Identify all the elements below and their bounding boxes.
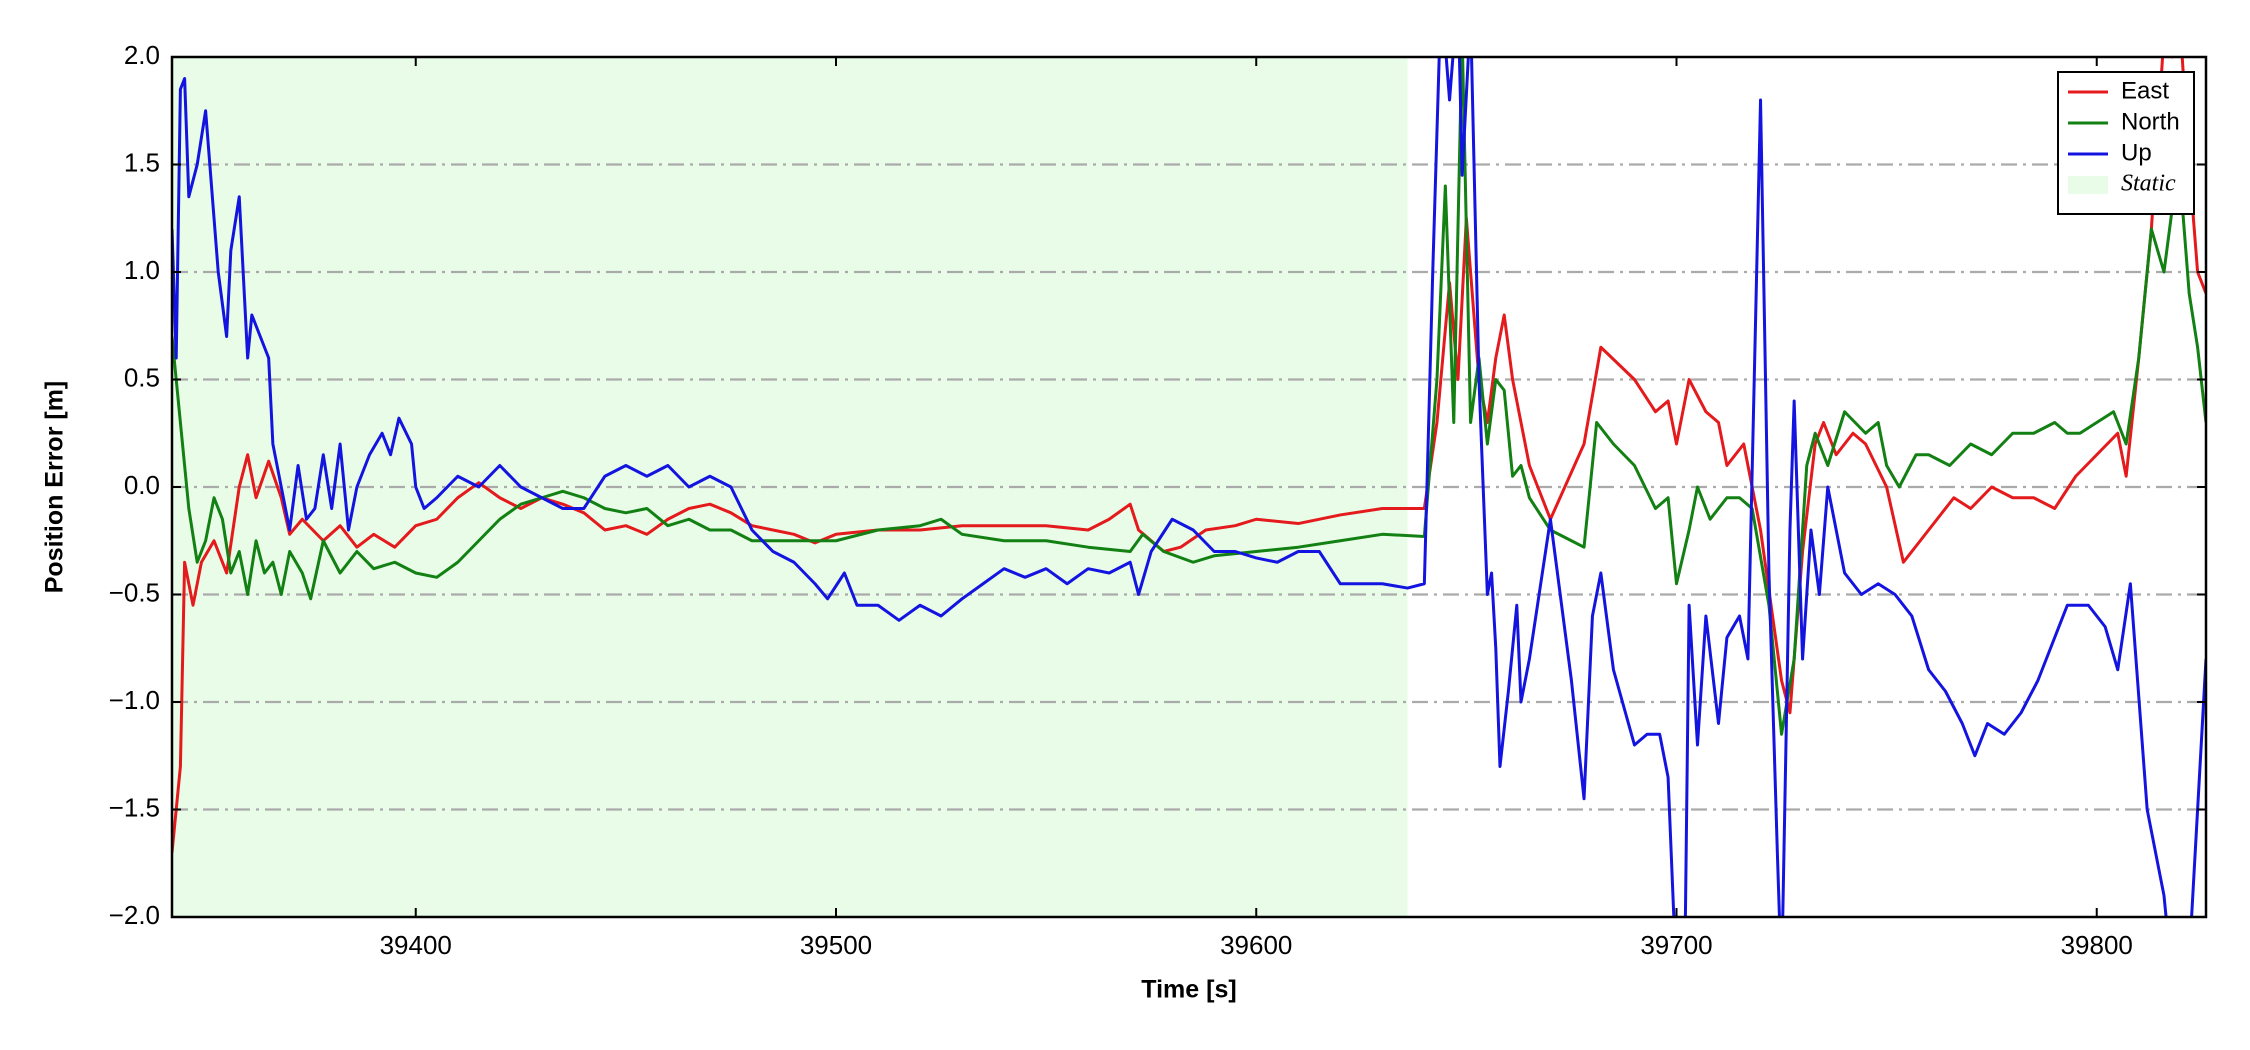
legend-swatch: [2068, 176, 2108, 194]
legend: East North Up Static: [2057, 71, 2195, 215]
legend-label: North: [2121, 108, 2180, 135]
x-tick-label: 39500: [800, 930, 872, 960]
x-tick-label: 39800: [2061, 930, 2133, 960]
x-axis-label: Time [s]: [1141, 976, 1236, 1004]
data-line: [172, 57, 2206, 736]
y-tick-label: −0.5: [109, 577, 160, 607]
grid: [172, 163, 2206, 811]
data-line: [172, 57, 2206, 917]
x-tick-label: 39700: [1640, 930, 1712, 960]
legend-label: Up: [2121, 139, 2152, 166]
lines: [172, 57, 2206, 917]
y-tick-label: 1.0: [124, 255, 160, 285]
plot-frame: [170, 55, 2208, 919]
y-tick-label: −1.5: [109, 792, 160, 822]
x-tick-label: 39400: [380, 930, 452, 960]
y-tick-label: −2.0: [109, 900, 160, 930]
legend-label: East: [2121, 77, 2169, 104]
y-tick-label: 2.0: [124, 40, 160, 70]
y-tick-label: 0.0: [124, 470, 160, 500]
data-line: [172, 57, 2206, 853]
legend-label: Static: [2121, 171, 2176, 197]
axes: −2.0 −1.5 −1.0 −0.5 0.0 0.5 1.0 1.5 2.0 39400 3950…: [109, 40, 2208, 960]
x-tick-label: 39600: [1220, 930, 1292, 960]
y-tick-label: −1.0: [109, 685, 160, 715]
y-tick-label: 1.5: [124, 147, 160, 177]
y-tick-label: 0.5: [124, 362, 160, 392]
y-axis-label: Position Error [m]: [41, 381, 69, 594]
